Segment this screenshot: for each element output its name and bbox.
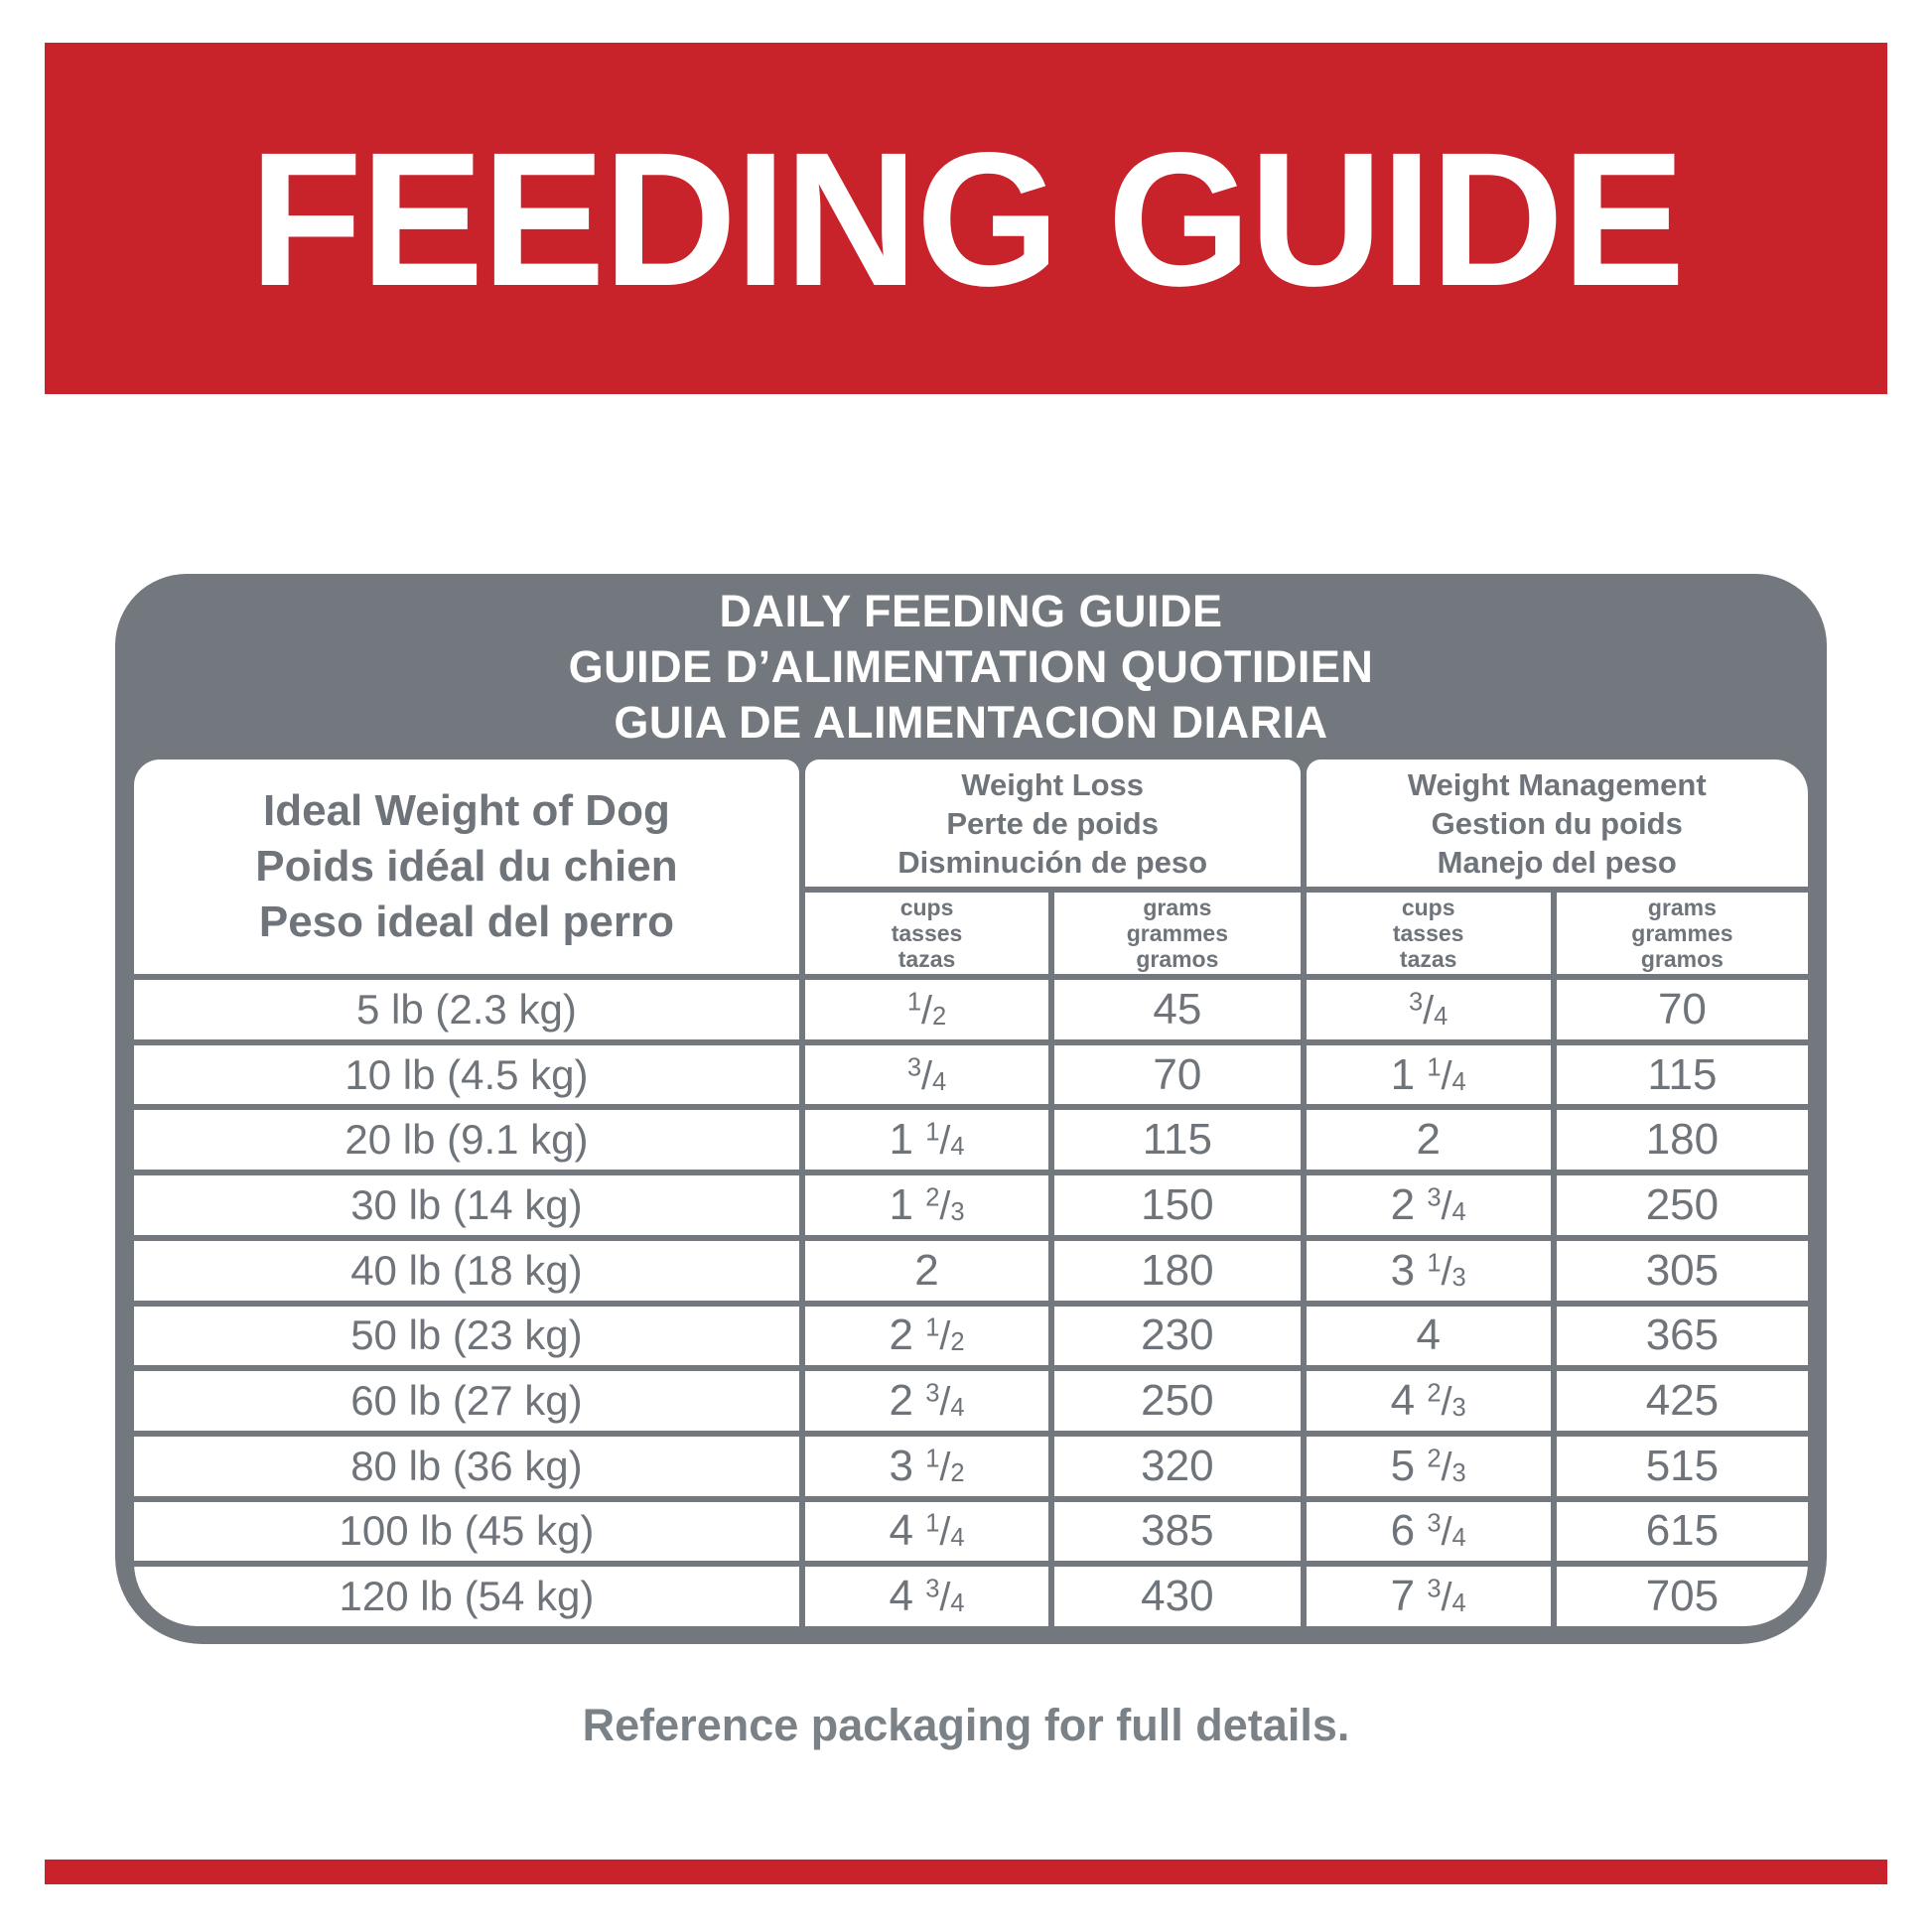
weight-management-grams-cell: 115 [1556, 1044, 1808, 1105]
weight-loss-grams-cell: 70 [1054, 1044, 1301, 1105]
weight-loss-grams-cell: 230 [1054, 1306, 1301, 1366]
weight-cell: 50 lb (23 kg) [134, 1306, 799, 1366]
weight-management-grams-cell: 705 [1556, 1567, 1808, 1626]
weight-management-cups-cell: 3/4 [1306, 980, 1551, 1039]
weight-loss-cups-cell: 1/2 [804, 980, 1049, 1039]
weight-cell: 5 lb (2.3 kg) [134, 980, 799, 1039]
weight-loss-cups-cell: 4 1/4 [804, 1501, 1049, 1562]
weight-management-cups-subheader: cups tasses tazas [1306, 893, 1551, 974]
weight-management-grams-cell: 365 [1556, 1306, 1808, 1366]
weight-management-grams-cell: 615 [1556, 1501, 1808, 1562]
weight-cell: 60 lb (27 kg) [134, 1371, 799, 1431]
weight-loss-grams-cell: 115 [1054, 1110, 1301, 1171]
weight-loss-cups-cell: 4 3/4 [804, 1567, 1049, 1626]
footer-note: Reference packaging for full details. [582, 1700, 1350, 1750]
weight-management-cups-cell: 5 2/3 [1306, 1436, 1551, 1496]
weight-loss-grams-subheader: grams grammes gramos [1054, 893, 1301, 974]
weight-cell: 120 lb (54 kg) [134, 1567, 799, 1626]
weight-management-cups-cell: 2 3/4 [1306, 1175, 1551, 1235]
weight-loss-cups-cell: 1 1/4 [804, 1110, 1049, 1171]
weight-cell: 40 lb (18 kg) [134, 1240, 799, 1301]
weight-management-grams-subheader: grams grammes gramos [1556, 893, 1808, 974]
weight-management-cups-cell: 6 3/4 [1306, 1501, 1551, 1562]
weight-loss-cups-cell: 2 [804, 1240, 1049, 1301]
weight-loss-grams-cell: 150 [1054, 1175, 1301, 1235]
weight-management-grams-cell: 515 [1556, 1436, 1808, 1496]
table-title: DAILY FEEDING GUIDE GUIDE D’ALIMENTATION … [568, 585, 1374, 748]
weight-loss-grams-cell: 320 [1054, 1436, 1301, 1496]
weight-cell: 30 lb (14 kg) [134, 1175, 799, 1235]
weight-loss-cups-cell: 1 2/3 [804, 1175, 1049, 1235]
weight-cell: 80 lb (36 kg) [134, 1436, 799, 1496]
weight-loss-grams-cell: 250 [1054, 1371, 1301, 1431]
weight-management-grams-cell: 70 [1556, 980, 1808, 1039]
weight-loss-cups-cell: 2 1/2 [804, 1306, 1049, 1366]
weight-management-grams-cell: 250 [1556, 1175, 1808, 1235]
weight-management-cups-cell: 2 [1306, 1110, 1551, 1171]
weight-management-cups-cell: 1 1/4 [1306, 1044, 1551, 1105]
weight-management-cups-cell: 7 3/4 [1306, 1567, 1551, 1626]
weight-loss-grams-cell: 385 [1054, 1501, 1301, 1562]
weight-management-cups-cell: 4 2/3 [1306, 1371, 1551, 1431]
weight-cell: 10 lb (4.5 kg) [134, 1044, 799, 1105]
weight-loss-grams-cell: 430 [1054, 1567, 1301, 1626]
weight-cell: 20 lb (9.1 kg) [134, 1110, 799, 1171]
weight-management-grams-cell: 180 [1556, 1110, 1808, 1171]
weight-management-grams-cell: 305 [1556, 1240, 1808, 1301]
weight-loss-cups-cell: 2 3/4 [804, 1371, 1049, 1431]
banner-title: FEEDING GUIDE [248, 111, 1685, 326]
weight-loss-group-header: Weight Loss Perte de poids Disminución de … [804, 759, 1301, 887]
weight-cell: 100 lb (45 kg) [134, 1501, 799, 1562]
bottom-red-rule [45, 1860, 1887, 1884]
weight-loss-cups-cell: 3/4 [804, 1044, 1049, 1105]
feeding-grid: Ideal Weight of Dog Poids idéal du chien P… [134, 759, 1808, 1626]
weight-management-group-header: Weight Management Gestion du poids Manejo … [1306, 759, 1808, 887]
weight-loss-grams-cell: 180 [1054, 1240, 1301, 1301]
feeding-guide-banner: FEEDING GUIDE [45, 43, 1887, 394]
weight-column-header: Ideal Weight of Dog Poids idéal du chien P… [134, 759, 799, 974]
weight-loss-cups-cell: 3 1/2 [804, 1436, 1049, 1496]
weight-management-grams-cell: 425 [1556, 1371, 1808, 1431]
weight-loss-cups-subheader: cups tasses tazas [804, 893, 1049, 974]
daily-feeding-guide-table: DAILY FEEDING GUIDE GUIDE D’ALIMENTATION … [115, 574, 1827, 1644]
weight-management-cups-cell: 3 1/3 [1306, 1240, 1551, 1301]
weight-management-cups-cell: 4 [1306, 1306, 1551, 1366]
weight-loss-grams-cell: 45 [1054, 980, 1301, 1039]
